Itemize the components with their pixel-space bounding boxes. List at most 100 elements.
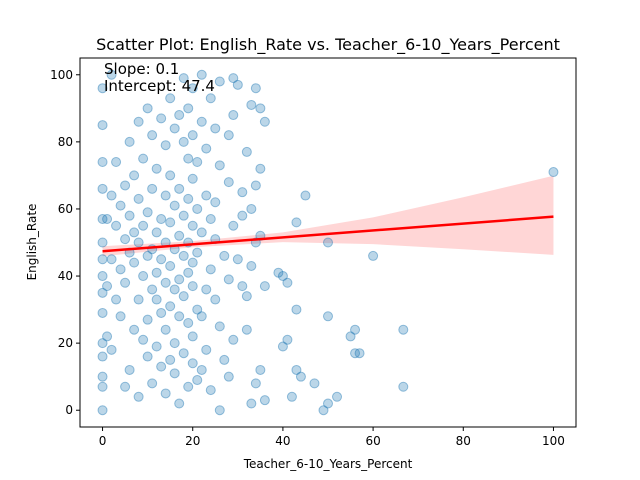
scatter-point: [160, 388, 171, 399]
scatter-point: [142, 250, 153, 261]
scatter-point: [106, 254, 117, 265]
regression-line: [102, 215, 554, 253]
scatter-point: [246, 99, 257, 110]
scatter-point: [187, 331, 198, 342]
scatter-point: [241, 146, 252, 157]
scatter-point: [228, 220, 239, 231]
scatter-point: [300, 190, 311, 201]
y-tick-label: 20: [58, 336, 73, 350]
scatter-point: [219, 354, 230, 365]
scatter-point: [223, 130, 234, 141]
x-axis-ticks: 0 20 40 60 80 100: [99, 427, 565, 448]
scatter-point: [214, 76, 225, 87]
x-tick-label: 0: [99, 434, 107, 448]
scatter-point: [187, 130, 198, 141]
scatter-point: [178, 291, 189, 302]
scatter-point: [205, 93, 216, 104]
x-axis-label: Teacher_6-10_Years_Percent: [243, 457, 413, 471]
scatter-point: [250, 378, 261, 389]
scatter-point: [142, 207, 153, 218]
scatter-point: [250, 83, 261, 94]
scatter-point: [223, 274, 234, 285]
scatter-point: [250, 180, 261, 191]
scatter-point: [350, 324, 361, 335]
scatter-point: [160, 140, 171, 151]
scatter-point: [192, 247, 203, 258]
scatter-point: [120, 234, 131, 245]
scatter-point: [138, 220, 149, 231]
scatter-point: [97, 307, 108, 318]
scatter-point: [228, 334, 239, 345]
scatter-point: [151, 267, 162, 278]
y-axis-label: English_Rate: [25, 204, 39, 281]
scatter-point: [97, 120, 108, 131]
scatter-point: [368, 250, 379, 261]
scatter-point: [354, 348, 365, 359]
scatter-point: [97, 405, 108, 416]
scatter-point: [97, 287, 108, 298]
scatter-point: [169, 368, 180, 379]
scatter-point: [129, 324, 140, 335]
scatter-point: [210, 123, 221, 134]
scatter-point: [255, 103, 266, 114]
scatter-point: [169, 123, 180, 134]
scatter-point: [133, 391, 144, 402]
scatter-point: [178, 348, 189, 359]
scatter-point: [115, 311, 126, 322]
scatter-point: [174, 274, 185, 285]
scatter-point: [273, 267, 284, 278]
scatter-point: [156, 307, 167, 318]
x-tick-label: 60: [365, 434, 380, 448]
scatter-point: [160, 324, 171, 335]
scatter-point: [106, 344, 117, 355]
scatter-point: [259, 395, 270, 406]
scatter-point: [255, 163, 266, 174]
plot-area: [97, 69, 559, 416]
scatter-point: [201, 344, 212, 355]
scatter-point: [246, 203, 257, 214]
scatter-point: [129, 227, 140, 238]
scatter-point: [115, 200, 126, 211]
scatter-point: [237, 187, 248, 198]
plot-frame: [79, 57, 577, 428]
scatter-point: [291, 364, 302, 375]
y-tick-label: 0: [65, 403, 73, 417]
scatter-point: [241, 291, 252, 302]
scatter-point: [165, 260, 176, 271]
scatter-point: [169, 200, 180, 211]
scatter-point: [192, 304, 203, 315]
scatter-point: [201, 284, 212, 295]
scatter-point: [156, 113, 167, 124]
scatter-point: [277, 341, 288, 352]
scatter-point: [165, 354, 176, 365]
scatter-point: [318, 405, 329, 416]
scatter-point: [160, 277, 171, 288]
scatter-point: [232, 254, 243, 265]
scatter-point: [133, 193, 144, 204]
scatter-point: [106, 190, 117, 201]
scatter-point: [151, 163, 162, 174]
scatter-point: [201, 143, 212, 154]
x-tick-label: 100: [542, 434, 565, 448]
scatter-point: [183, 193, 194, 204]
x-tick-label: 40: [275, 434, 290, 448]
scatter-point: [178, 136, 189, 147]
scatter-point: [147, 284, 158, 295]
scatter-point: [201, 190, 212, 201]
scatter-point: [97, 83, 108, 94]
scatter-point: [183, 318, 194, 329]
scatter-point: [192, 156, 203, 167]
scatter-point: [129, 257, 140, 268]
scatter-points: [97, 69, 559, 416]
y-tick-label: 80: [58, 135, 73, 149]
scatter-point: [97, 381, 108, 392]
scatter-point: [192, 203, 203, 214]
scatter-point: [323, 237, 333, 248]
chart-title: Scatter Plot: English_Rate vs. Teacher_6…: [96, 35, 560, 55]
scatter-point: [156, 361, 167, 372]
scatter-point: [196, 69, 207, 80]
scatter-point: [187, 220, 198, 231]
scatter-point: [138, 271, 149, 282]
scatter-point: [156, 214, 167, 225]
